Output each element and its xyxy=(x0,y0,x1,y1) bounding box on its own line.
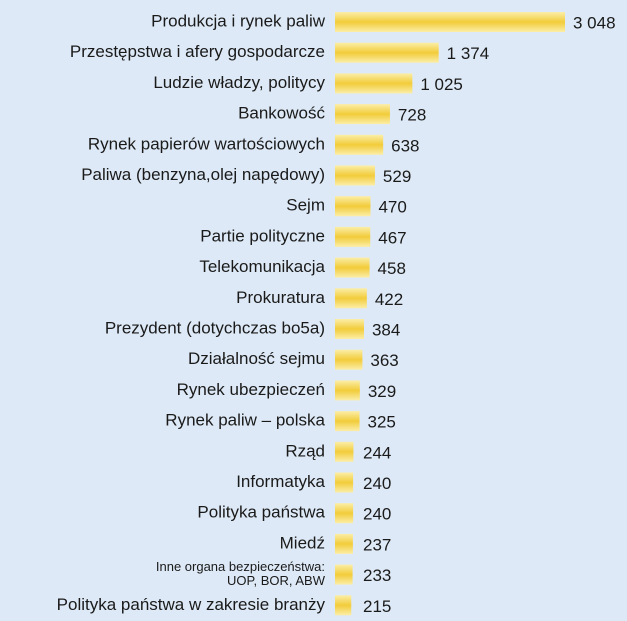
category-label: Bankowość xyxy=(238,104,325,123)
value-label: 363 xyxy=(370,351,398,370)
category-label: Ludzie władzy, politycy xyxy=(153,73,325,92)
value-label: 240 xyxy=(363,505,391,524)
bar xyxy=(335,380,360,401)
bar xyxy=(335,411,360,432)
value-label: 638 xyxy=(391,136,419,155)
bar xyxy=(335,226,371,247)
category-label: Rynek ubezpieczeń xyxy=(177,380,325,399)
bar xyxy=(335,104,390,125)
bar xyxy=(335,42,439,63)
value-label: 458 xyxy=(378,259,406,278)
category-label: Partie polityczne xyxy=(200,226,325,245)
value-label: 329 xyxy=(368,382,396,401)
category-label: Prezydent (dotychczas bo5a) xyxy=(105,318,325,337)
bar xyxy=(335,472,354,493)
value-label: 3 048 xyxy=(573,13,616,32)
value-label: 244 xyxy=(363,443,391,462)
value-label: 728 xyxy=(398,106,426,125)
bar xyxy=(335,349,363,370)
value-label: 529 xyxy=(383,167,411,186)
category-label: Polityka państwa w zakresie branży xyxy=(57,595,326,614)
value-label: 1 374 xyxy=(447,44,490,63)
category-label: Inne organa bezpieczeństwa: xyxy=(156,559,325,574)
value-label: 215 xyxy=(363,597,391,616)
value-label: 384 xyxy=(372,320,400,339)
category-label: Produkcja i rynek paliw xyxy=(151,11,326,30)
category-label: UOP, BOR, ABW xyxy=(227,573,326,588)
value-label: 422 xyxy=(375,290,403,309)
value-label: 1 025 xyxy=(420,75,463,94)
value-label: 470 xyxy=(378,198,406,217)
bar xyxy=(335,533,353,554)
bar xyxy=(335,12,565,32)
bar xyxy=(335,503,354,524)
bar xyxy=(335,319,364,339)
value-label: 237 xyxy=(363,535,391,554)
category-label: Działalność sejmu xyxy=(188,349,325,368)
category-label: Przestępstwa i afery gospodarcze xyxy=(70,42,325,61)
category-label: Rząd xyxy=(285,441,325,460)
category-label: Sejm xyxy=(286,196,325,215)
bar xyxy=(335,288,367,309)
category-label: Telekomunikacja xyxy=(199,257,325,276)
category-label: Polityka państwa xyxy=(197,503,325,522)
category-label: Miedź xyxy=(280,533,325,552)
category-label: Rynek paliw – polska xyxy=(165,411,325,430)
category-label: Informatyka xyxy=(236,472,325,491)
bar xyxy=(335,595,352,616)
value-label: 325 xyxy=(368,413,396,432)
bar xyxy=(335,165,375,186)
value-label: 233 xyxy=(363,566,391,585)
bar xyxy=(335,441,354,462)
bar xyxy=(335,564,353,585)
bar xyxy=(335,134,384,155)
value-label: 467 xyxy=(378,228,406,247)
category-label: Rynek papierów wartościowych xyxy=(88,134,325,153)
category-label: Paliwa (benzyna,olej napędowy) xyxy=(81,165,325,184)
bar xyxy=(335,196,371,217)
value-label: 240 xyxy=(363,474,391,493)
bar xyxy=(335,73,413,94)
category-label: Prokuratura xyxy=(236,288,325,307)
bar xyxy=(335,257,370,278)
